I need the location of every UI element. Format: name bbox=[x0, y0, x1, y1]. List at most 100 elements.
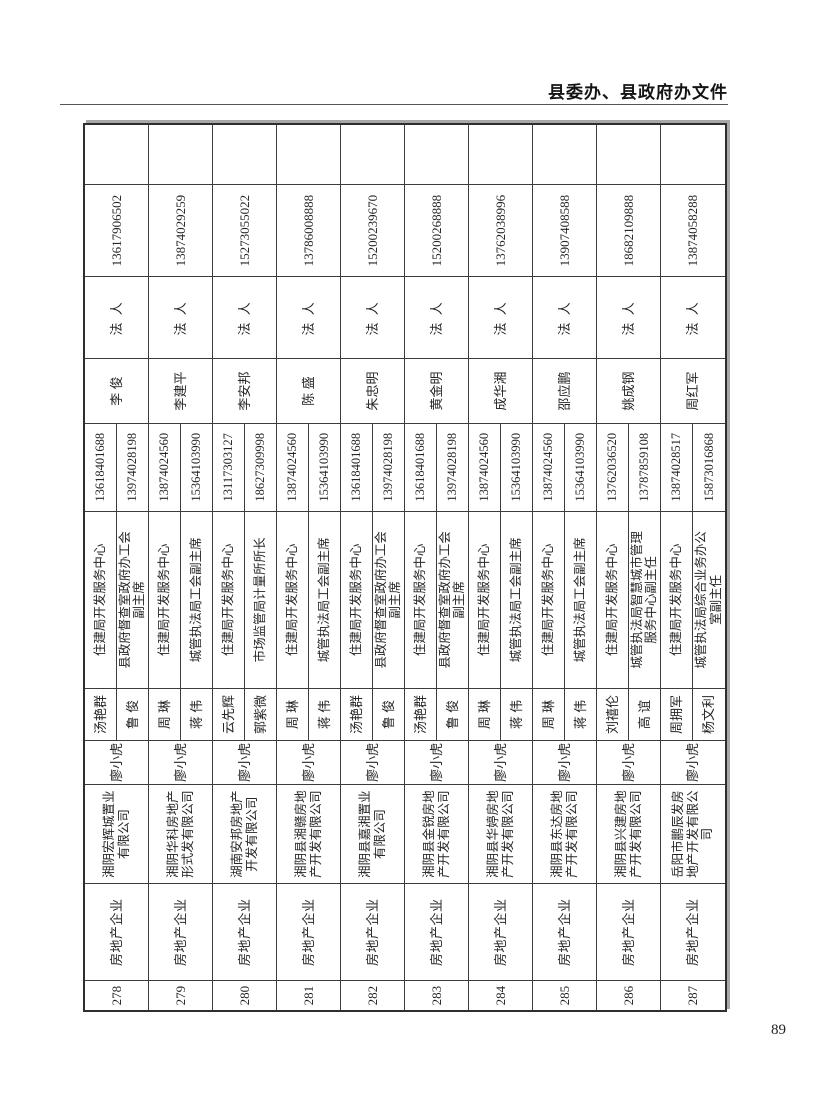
legal-person-phone-cell: 15200239670 bbox=[341, 183, 404, 277]
contact-phone-cell: 13874024560 bbox=[476, 432, 491, 502]
enterprise-category-cell: 房地产企业 bbox=[149, 883, 212, 981]
contact-name-cell: 周 琳 bbox=[277, 688, 308, 740]
contact-title-cell: 城管执法局工会副主席 bbox=[500, 510, 532, 689]
contact-title-cell: 住建局开发服务中心 bbox=[277, 510, 308, 689]
legal-person-phone-cell: 15273055022 bbox=[213, 183, 276, 277]
legal-person-name-cell: 李建平 bbox=[149, 358, 212, 423]
contact-title-cell: 县政府督查室政府办工会副主席 bbox=[116, 510, 148, 689]
legal-person-name-cell: 邵应鹏 bbox=[533, 358, 596, 423]
company-name-cell: 湘阴县嘉湘置业有限公司 bbox=[341, 783, 404, 884]
contact-title-cell: 住建局开发服务中心 bbox=[85, 510, 116, 689]
contact-phone-cell: 13874024560 bbox=[540, 432, 555, 502]
legal-person-name-cell: 姚成钢 bbox=[597, 358, 660, 423]
legal-person-name-cell: 陈 盛 bbox=[277, 358, 340, 423]
record-number-cell: 278 bbox=[85, 980, 148, 1010]
record-number-cell: 283 bbox=[405, 980, 468, 1010]
enterprise-category-cell: 房地产企业 bbox=[405, 883, 468, 981]
responsible-leader-cell: 廖小虎 bbox=[213, 739, 276, 784]
company-name-cell: 湘阴县东达房地产开发有限公司 bbox=[533, 783, 596, 884]
company-name-cell: 湘阴华科房地产形式发有限公司 bbox=[149, 783, 212, 884]
contact-person-row: 郭紫微 市场监管局计量所所长 18627309998 bbox=[244, 424, 276, 740]
remark-cell bbox=[469, 125, 532, 184]
contact-name-cell: 蒋 伟 bbox=[500, 688, 532, 740]
contact-title-cell: 住建局开发服务中心 bbox=[533, 510, 564, 689]
legal-person-name-cell: 李安邦 bbox=[213, 358, 276, 423]
legal-person-role-cell: 法 人 bbox=[149, 276, 212, 359]
enterprise-category-cell: 房地产企业 bbox=[597, 883, 660, 981]
contact-persons-block: 汤艳群 住建局开发服务中心 13618401688 鲁 俊 县政府督查室政府办工… bbox=[85, 422, 148, 740]
enterprise-category-cell: 房地产企业 bbox=[533, 883, 596, 981]
contact-name-cell: 杨文利 bbox=[693, 688, 725, 740]
contact-title-cell: 城管执法局工会副主席 bbox=[564, 510, 596, 689]
record-number-cell: 287 bbox=[661, 980, 725, 1010]
legal-person-phone-cell: 13786008888 bbox=[277, 183, 340, 277]
responsible-leader-cell: 廖小虎 bbox=[277, 739, 340, 784]
rotated-table-viewport: 278 房地产企业 湘阴宏辉城置业有限公司 廖小虎 汤艳群 住建局开发服务中心 … bbox=[83, 123, 727, 1012]
contact-name-cell: 汤艳群 bbox=[341, 688, 372, 740]
legal-person-name-cell: 黄金明 bbox=[405, 358, 468, 423]
legal-person-name-cell: 李 俊 bbox=[85, 358, 148, 423]
legal-person-phone-cell: 13617906502 bbox=[85, 183, 148, 277]
contact-phone-cell: 13974028198 bbox=[444, 432, 459, 502]
legal-person-name-cell: 朱忠明 bbox=[341, 358, 404, 423]
contact-name-cell: 云先辉 bbox=[213, 688, 244, 740]
company-name-cell: 湘阴县金锐房地产开发有限公司 bbox=[405, 783, 468, 884]
contact-phone-cell: 18627309998 bbox=[252, 432, 267, 502]
table-record-row: 287 房地产企业 岳阳市鹏辰发房地产开发有限公司 廖小虎 周拥军 住建局开发服… bbox=[661, 125, 725, 1010]
contact-name-cell: 刘禧伦 bbox=[597, 688, 628, 740]
page-number: 89 bbox=[771, 1022, 786, 1038]
remark-cell bbox=[149, 125, 212, 184]
contact-phone-cell: 13618401688 bbox=[92, 432, 107, 502]
enterprise-category-cell: 房地产企业 bbox=[85, 883, 148, 981]
enterprise-category-cell: 房地产企业 bbox=[213, 883, 276, 981]
legal-person-role-cell: 法 人 bbox=[341, 276, 404, 359]
contact-name-cell: 汤艳群 bbox=[85, 688, 116, 740]
contact-person-row: 周 琳 住建局开发服务中心 13874024560 bbox=[469, 423, 501, 740]
record-number-cell: 284 bbox=[469, 980, 532, 1010]
contact-person-row: 蒋 伟 城管执法局工会副主席 15364103990 bbox=[308, 424, 340, 740]
contact-name-cell: 汤艳群 bbox=[405, 688, 436, 740]
contact-name-cell: 周 琳 bbox=[469, 688, 500, 740]
contact-persons-block: 云先辉 住建局开发服务中心 13117303127 郭紫微 市场监管局计量所所长… bbox=[213, 422, 276, 740]
contact-phone-cell: 13618401688 bbox=[348, 432, 363, 502]
responsible-leader-cell: 廖小虎 bbox=[597, 739, 660, 784]
contact-person-row: 周拥军 住建局开发服务中心 13874028517 bbox=[661, 423, 693, 740]
remark-cell bbox=[341, 125, 404, 184]
contact-phone-cell: 13974028198 bbox=[380, 432, 395, 502]
contact-phone-cell: 13874028517 bbox=[669, 432, 684, 502]
contact-title-cell: 城管执法局综合业务办公室副主任 bbox=[693, 510, 725, 689]
legal-person-role-cell: 法 人 bbox=[213, 276, 276, 359]
contact-name-cell: 鲁 俊 bbox=[116, 688, 148, 740]
contact-title-cell: 住建局开发服务中心 bbox=[661, 510, 692, 689]
legal-person-phone-cell: 13874058288 bbox=[661, 183, 725, 277]
contact-title-cell: 住建局开发服务中心 bbox=[405, 510, 436, 689]
contact-name-cell: 郭紫微 bbox=[244, 688, 276, 740]
contact-person-row: 刘禧伦 住建局开发服务中心 13762036520 bbox=[597, 423, 629, 740]
legal-person-role-cell: 法 人 bbox=[597, 276, 660, 359]
legal-person-role-cell: 法 人 bbox=[277, 276, 340, 359]
contact-person-row: 杨文利 城管执法局综合业务办公室副主任 15873016868 bbox=[693, 424, 725, 740]
contact-name-cell: 蒋 伟 bbox=[180, 688, 212, 740]
table-record-row: 282 房地产企业 湘阴县嘉湘置业有限公司 廖小虎 汤艳群 住建局开发服务中心 … bbox=[341, 125, 405, 1010]
responsible-leader-cell: 廖小虎 bbox=[85, 739, 148, 784]
responsible-leader-cell: 廖小虎 bbox=[149, 739, 212, 784]
contact-name-cell: 高 谊 bbox=[628, 688, 660, 740]
legal-person-role-cell: 法 人 bbox=[533, 276, 596, 359]
legal-person-role-cell: 法 人 bbox=[85, 276, 148, 359]
table-record-row: 281 房地产企业 湘阴县湘赣房地产开发有限公司 廖小虎 周 琳 住建局开发服务… bbox=[277, 125, 341, 1010]
enterprise-category-cell: 房地产企业 bbox=[341, 883, 404, 981]
contact-name-cell: 周 琳 bbox=[149, 688, 180, 740]
contact-phone-cell: 15364103990 bbox=[316, 432, 331, 502]
table-record-row: 279 房地产企业 湘阴华科房地产形式发有限公司 廖小虎 周 琳 住建局开发服务… bbox=[149, 125, 213, 1010]
table-record-row: 280 房地产企业 湖南安邦房地产开发有限公司 廖小虎 云先辉 住建局开发服务中… bbox=[213, 125, 277, 1010]
remark-cell bbox=[405, 125, 468, 184]
contact-phone-cell: 13117303127 bbox=[220, 433, 235, 502]
contact-title-cell: 县政府督查室政府办工会副主席 bbox=[436, 510, 468, 689]
contact-phone-cell: 13787859108 bbox=[636, 432, 651, 502]
contact-person-row: 汤艳群 住建局开发服务中心 13618401688 bbox=[405, 423, 437, 740]
contact-phone-cell: 13974028198 bbox=[124, 432, 139, 502]
contact-title-cell: 市场监管局计量所所长 bbox=[244, 510, 276, 689]
legal-person-name-cell: 周红军 bbox=[661, 358, 725, 423]
contact-title-cell: 住建局开发服务中心 bbox=[213, 510, 244, 689]
company-name-cell: 湖南安邦房地产开发有限公司 bbox=[213, 783, 276, 884]
